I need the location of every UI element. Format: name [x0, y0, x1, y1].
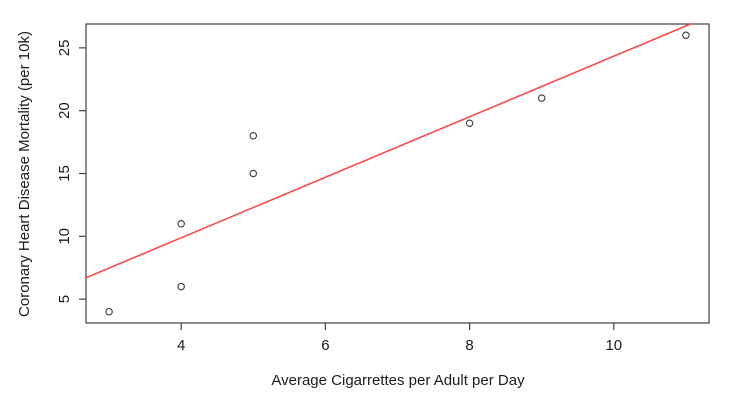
y-tick-label: 15	[56, 165, 73, 182]
y-axis-ticks: 5 10 15 20 25	[56, 40, 86, 303]
data-points	[105, 31, 690, 316]
y-axis-title: Coronary Heart Disease Mortality (per 10…	[16, 31, 33, 317]
y-tick-label: 5	[56, 295, 73, 303]
data-point	[249, 169, 258, 178]
x-tick-label: 8	[465, 337, 473, 354]
data-point	[465, 119, 474, 127]
regression-line	[85, 23, 692, 279]
x-axis-ticks: 4 6 8 10	[177, 323, 622, 354]
y-tick-label: 20	[56, 102, 73, 119]
data-point	[105, 307, 113, 316]
x-axis-title: Average Cigarrettes per Adult per Day	[271, 372, 525, 389]
x-tick-label: 10	[605, 337, 622, 354]
data-point	[682, 31, 690, 40]
x-tick-label: 4	[177, 337, 185, 354]
data-point	[537, 94, 546, 102]
x-tick-label: 6	[321, 337, 329, 354]
data-point	[177, 220, 185, 228]
y-tick-label: 25	[56, 40, 73, 57]
y-tick-label: 10	[56, 228, 73, 245]
plot-border	[85, 23, 710, 324]
data-point	[177, 282, 185, 291]
data-point	[249, 132, 258, 140]
